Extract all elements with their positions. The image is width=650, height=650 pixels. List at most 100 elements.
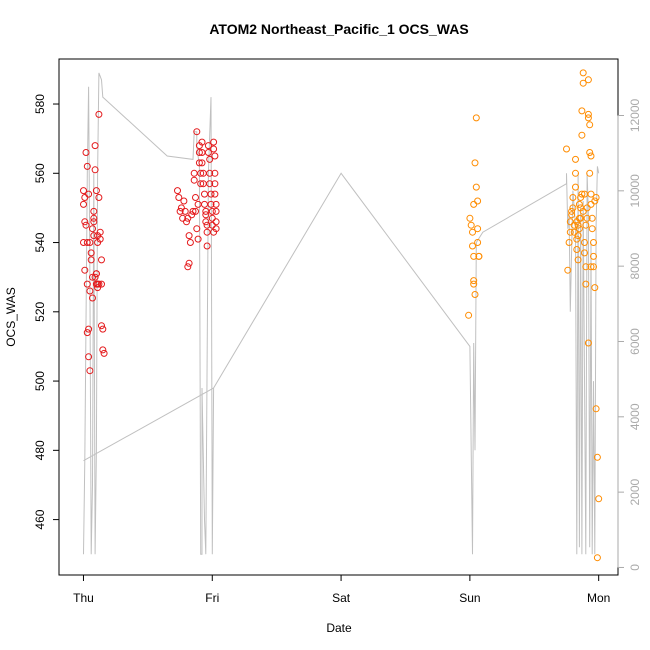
data-point: [198, 138, 206, 146]
y-axis-right: 0 2000 4000 6000 8000 10000 12000: [617, 98, 642, 571]
y-tick-label: 460: [33, 509, 47, 529]
data-point: [195, 159, 203, 167]
data-point: [96, 228, 104, 236]
data-point: [175, 194, 183, 201]
data-point: [578, 107, 586, 115]
data-point: [211, 169, 219, 177]
data-point: [184, 263, 192, 271]
x-tick-label: Fri: [205, 591, 219, 605]
data-point: [579, 207, 587, 215]
data-point: [211, 180, 219, 188]
y2-tick-label: 0: [628, 564, 642, 571]
data-point: [202, 211, 210, 219]
data-point: [100, 349, 108, 357]
y-tick-label: 520: [33, 301, 47, 321]
y-tick-label: 540: [33, 232, 47, 252]
altitude-trace: [83, 72, 600, 555]
data-point: [584, 110, 592, 118]
data-point: [569, 204, 577, 212]
data-point: [590, 263, 597, 271]
data-point: [572, 155, 579, 163]
data-point: [469, 228, 476, 236]
data-point: [587, 200, 595, 208]
data-point: [210, 145, 218, 153]
data-point: [568, 211, 576, 219]
data-point: [573, 235, 581, 243]
data-point: [208, 207, 216, 215]
data-point: [212, 218, 220, 226]
data-point: [587, 263, 595, 271]
data-point: [575, 200, 583, 208]
y-axis-left: 460 480 500 520 540 560 580: [33, 94, 60, 530]
data-point: [90, 214, 98, 222]
data-point: [593, 554, 601, 562]
data-point: [470, 252, 478, 260]
data-point: [587, 190, 595, 198]
data-point: [470, 277, 478, 285]
data-point: [592, 194, 600, 201]
data-point: [82, 221, 90, 229]
data-point: [181, 207, 189, 215]
data-point: [91, 273, 99, 281]
data-point: [190, 176, 198, 184]
data-point: [206, 155, 214, 163]
data-point: [85, 190, 93, 198]
data-point: [569, 194, 577, 201]
data-point: [90, 218, 98, 226]
data-point: [591, 284, 599, 292]
data-point: [584, 114, 592, 122]
data-point: [179, 214, 187, 222]
data-point: [212, 225, 220, 233]
data-point: [192, 194, 199, 201]
plot-frame: [58, 58, 619, 576]
data-point: [195, 149, 203, 156]
data-points-layer: [80, 69, 603, 562]
data-point: [90, 232, 98, 240]
data-point: [82, 149, 90, 156]
data-point: [87, 249, 95, 257]
data-point: [207, 190, 215, 198]
y-tick-label: 580: [33, 94, 47, 114]
data-point: [95, 194, 103, 201]
data-point: [577, 194, 585, 201]
data-point: [573, 246, 581, 253]
data-point: [474, 197, 482, 205]
data-point: [475, 252, 483, 260]
data-point: [177, 204, 185, 212]
data-point: [474, 239, 482, 246]
data-point: [584, 76, 592, 84]
data-point: [198, 159, 206, 167]
data-point: [574, 221, 582, 229]
y-tick-label: 500: [33, 371, 47, 391]
y2-tick-label: 6000: [628, 328, 642, 355]
x-tick-label: Sun: [459, 591, 480, 605]
data-point: [89, 273, 96, 281]
data-point: [590, 252, 597, 260]
data-point: [211, 152, 219, 160]
data-point: [83, 239, 91, 246]
data-point: [582, 263, 590, 271]
data-point: [207, 200, 215, 208]
data-point: [584, 339, 592, 347]
data-point: [98, 280, 105, 288]
data-point: [564, 266, 572, 274]
data-point: [578, 131, 586, 139]
data-point: [80, 187, 87, 195]
data-point: [572, 169, 579, 177]
data-point: [563, 145, 570, 153]
data-point: [189, 207, 197, 215]
data-point: [95, 110, 103, 118]
data-point: [590, 239, 597, 246]
data-point: [176, 207, 184, 215]
data-point: [201, 190, 208, 198]
data-point: [180, 197, 188, 205]
data-point: [85, 353, 93, 361]
data-point: [474, 225, 482, 233]
data-point: [99, 346, 107, 354]
data-point: [87, 256, 95, 264]
data-point: [193, 128, 201, 136]
data-point: [575, 225, 583, 233]
data-point: [90, 207, 98, 215]
data-point: [586, 149, 594, 156]
data-point: [206, 169, 214, 177]
